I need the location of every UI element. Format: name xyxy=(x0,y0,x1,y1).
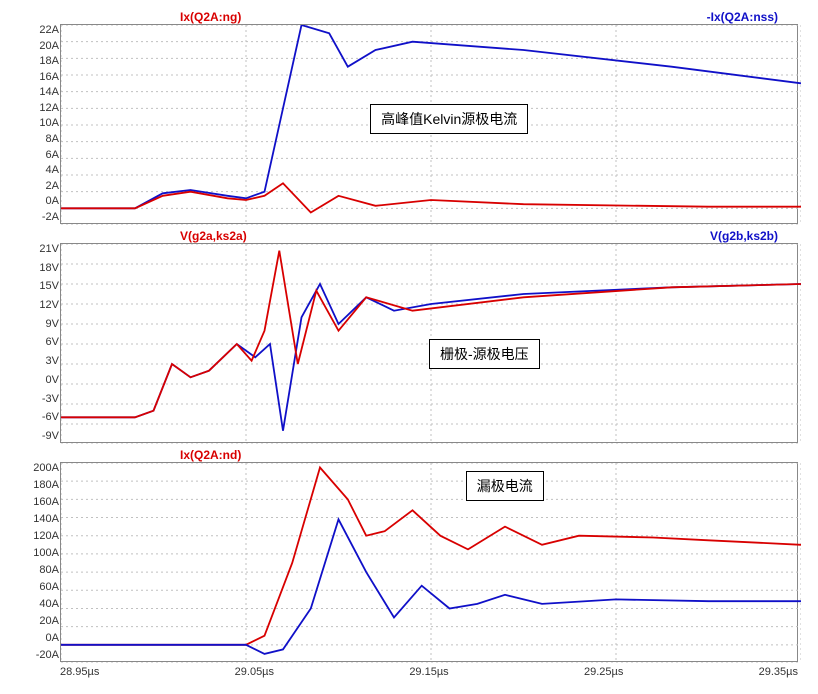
panel-drain-current: Ix(Q2A:nd) 200A180A160A140A120A100A80A60… xyxy=(20,448,798,678)
legend-row-3: Ix(Q2A:nd) xyxy=(20,448,798,462)
legend-vg2a: V(g2a,ks2a) xyxy=(180,229,247,243)
panel-kelvin-current: Ix(Q2A:ng) -Ix(Q2A:nss) 22A20A18A16A14A1… xyxy=(20,10,798,224)
chart-container: Ix(Q2A:ng) -Ix(Q2A:nss) 22A20A18A16A14A1… xyxy=(0,0,818,694)
panel-gate-source-voltage: V(g2a,ks2a) V(g2b,ks2b) 21V18V15V12V9V6V… xyxy=(20,229,798,443)
chart-svg-3 xyxy=(61,463,801,663)
chart-area-2: 21V18V15V12V9V6V3V0V-3V-6V-9V 栅极-源极电压 xyxy=(60,243,798,443)
xaxis-labels: 28.95µs29.05µs29.15µs29.25µs29.35µs xyxy=(60,662,798,678)
legend-ixq2a-nss: -Ix(Q2A:nss) xyxy=(707,10,778,24)
legend-ixq2a-ng: Ix(Q2A:ng) xyxy=(180,10,241,24)
chart-area-3: 200A180A160A140A120A100A80A60A40A20A0A-2… xyxy=(60,462,798,662)
ylabels-3: 200A180A160A140A120A100A80A60A40A20A0A-2… xyxy=(25,463,59,661)
annotation-gate-source: 栅极-源极电压 xyxy=(429,339,540,369)
legend-vg2b: V(g2b,ks2b) xyxy=(710,229,778,243)
annotation-kelvin: 高峰值Kelvin源极电流 xyxy=(370,104,528,134)
legend-row-1: Ix(Q2A:ng) -Ix(Q2A:nss) xyxy=(20,10,798,24)
annotation-drain: 漏极电流 xyxy=(466,471,544,501)
chart-area-1: 22A20A18A16A14A12A10A8A6A4A2A0A-2A 高峰值Ke… xyxy=(60,24,798,224)
ylabels-1: 22A20A18A16A14A12A10A8A6A4A2A0A-2A xyxy=(25,25,59,223)
ylabels-2: 21V18V15V12V9V6V3V0V-3V-6V-9V xyxy=(25,244,59,442)
legend-ixq2a-nd: Ix(Q2A:nd) xyxy=(180,448,241,462)
legend-row-2: V(g2a,ks2a) V(g2b,ks2b) xyxy=(20,229,798,243)
